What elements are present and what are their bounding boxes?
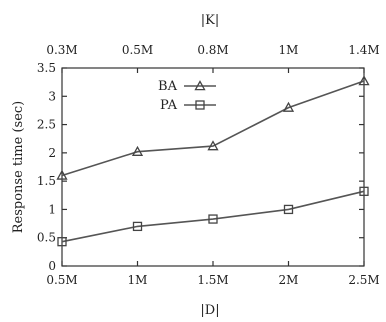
data-point-ba <box>131 145 144 156</box>
top-x-tick-label: 1.4M <box>348 43 379 57</box>
x-axis-title: |D| <box>200 303 219 318</box>
top-x-tick-label: 0.3M <box>46 43 77 57</box>
series-ba <box>56 75 370 180</box>
legend-label-ba: BA <box>158 79 178 94</box>
data-point-ba <box>358 75 370 86</box>
series-line-ba <box>61 80 365 177</box>
series-pa <box>57 186 369 247</box>
y-tick-label: 0 <box>48 259 56 273</box>
top-x-tick-label: 0.5M <box>122 43 153 57</box>
legend-marker-ba <box>194 80 206 91</box>
y-tick-label: 2.5 <box>37 118 56 132</box>
y-tick-label: 3.5 <box>37 61 56 75</box>
top-x-tick-label: 0.8M <box>197 43 228 57</box>
legend-marker-pa <box>195 100 205 110</box>
x-tick-label: 0.5M <box>46 273 77 287</box>
y-tick-label: 1.5 <box>37 174 56 188</box>
y-tick-labels: 0 0.5 1 1.5 2 2.5 3 3.5 <box>37 61 56 273</box>
data-point-pa <box>283 204 294 215</box>
data-point-pa <box>359 186 369 196</box>
data-point-ba <box>207 140 219 151</box>
top-x-tick-labels: 0.3M 0.5M 0.8M 1M 1.4M <box>46 43 379 57</box>
data-point-ba <box>282 101 295 112</box>
x-tick-label: 1.5M <box>197 273 228 287</box>
data-point-ba <box>56 169 68 180</box>
data-point-pa <box>57 237 67 247</box>
y-tick-label: 1 <box>48 202 56 216</box>
y-axis-title: Response time (sec) <box>11 101 26 234</box>
y-tick-label: 2 <box>48 146 56 160</box>
series-line-pa <box>61 190 365 243</box>
top-x-axis-title: |K| <box>201 13 219 28</box>
x-tick-label: 2M <box>279 273 299 287</box>
y-tick-label: 3 <box>48 89 56 103</box>
x-tick-labels: 0.5M 1M 1.5M 2M 2.5M <box>46 273 379 287</box>
legend: BA PA <box>158 79 216 113</box>
data-point-pa <box>132 221 143 232</box>
legend-label-pa: PA <box>160 98 178 113</box>
x-tick-label: 1M <box>128 273 148 287</box>
y-tick-label: 0.5 <box>37 231 56 245</box>
data-point-pa <box>208 214 218 224</box>
top-x-tick-label: 1M <box>279 43 299 57</box>
x-tick-label: 2.5M <box>348 273 379 287</box>
series-group <box>56 75 370 247</box>
axis-ticks <box>61 67 365 267</box>
